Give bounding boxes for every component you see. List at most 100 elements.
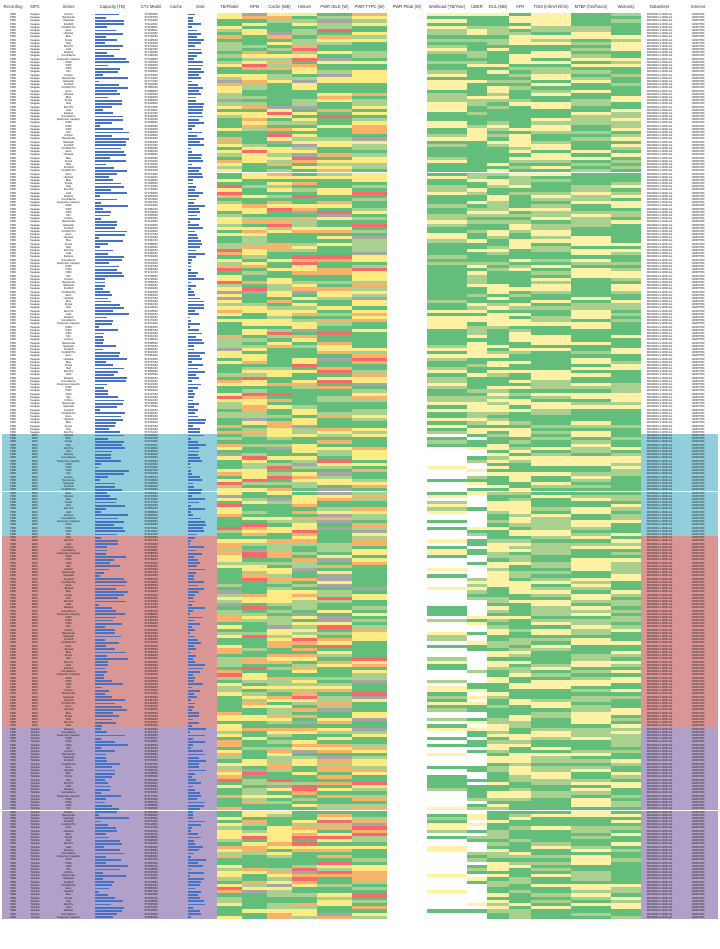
column-header: Workload (TB/Year) [427, 2, 467, 12]
column-header: Cache (MB) [267, 2, 292, 12]
capacity-bar [95, 355, 119, 357]
capacity-bar [95, 317, 107, 319]
capacity-bar [95, 683, 123, 685]
disk-bar [188, 412, 195, 414]
disk-bar [188, 396, 194, 398]
capacity-bar [95, 272, 122, 274]
capacity-bar [95, 259, 122, 261]
capacity-bar [95, 323, 112, 325]
disk-bar [188, 463, 190, 465]
column-header: Helium [292, 2, 317, 12]
disk-bar [188, 419, 206, 421]
capacity-bar [95, 387, 104, 389]
disk-bar [188, 20, 193, 22]
capacity-bar [95, 425, 115, 427]
disk-bar [188, 425, 193, 427]
capacity-bar [95, 310, 113, 312]
column-header: CT2 Model [134, 2, 168, 12]
capacity-bar [95, 205, 128, 207]
disk-bar [188, 591, 199, 593]
disk-bar [188, 310, 195, 312]
capacity-bar [95, 106, 112, 108]
disk-bar [188, 435, 204, 437]
disk-bar [188, 422, 205, 424]
capacity-bar [95, 671, 107, 673]
disk-bar [188, 521, 205, 523]
capacity-bar [95, 428, 109, 430]
disk-bar [188, 157, 201, 159]
disk-bar [188, 294, 195, 296]
capacity-bar [95, 307, 124, 309]
capacity-bar [95, 467, 99, 469]
capacity-bar [95, 77, 128, 79]
disk-bar [188, 502, 199, 504]
capacity-bar [95, 65, 108, 67]
capacity-bar [95, 20, 124, 22]
disk-bar [188, 505, 191, 507]
column-header: PWR PEak (W) [387, 2, 427, 12]
capacity-bar [95, 518, 118, 520]
disk-bar [188, 106, 203, 108]
disk-bar [188, 93, 201, 95]
disk-bar [188, 266, 191, 268]
capacity-bar [95, 604, 99, 606]
disk-bar [188, 585, 198, 587]
disk-bar [188, 39, 204, 41]
capacity-bar [95, 202, 101, 204]
capacity-bar [95, 431, 120, 433]
capacity-bar [95, 100, 122, 102]
disk-bar [188, 668, 203, 670]
capacity-bar [95, 655, 107, 657]
disk-bar [188, 84, 198, 86]
capacity-bar [95, 530, 125, 532]
capacity-bar [95, 473, 124, 475]
disk-bar [188, 81, 192, 83]
disk-bar [188, 109, 203, 111]
disk-bar [188, 447, 199, 449]
disk-bar [188, 537, 195, 539]
capacity-bar [95, 269, 117, 271]
disk-bar [188, 403, 199, 405]
capacity-bar [95, 125, 100, 127]
capacity-bar [95, 26, 107, 28]
disk-bar [188, 144, 204, 146]
disk-bar [188, 597, 193, 599]
disk-bar [188, 658, 193, 660]
disk-bar [188, 74, 199, 76]
disk-bar [188, 355, 200, 357]
disk-bar [188, 387, 198, 389]
disk-bar [188, 559, 198, 561]
capacity-bar [95, 502, 116, 504]
capacity-bar [95, 240, 123, 242]
capacity-bar [95, 208, 103, 210]
disk-bar [188, 231, 195, 233]
capacity-bar [95, 438, 108, 440]
disk-bar [188, 562, 200, 564]
capacity-bar [95, 231, 127, 233]
capacity-bar [95, 601, 126, 603]
disk-bar [188, 451, 199, 453]
capacity-bar [95, 336, 103, 338]
capacity-bar [95, 313, 129, 315]
capacity-bar [95, 93, 120, 95]
disk-bar [188, 444, 206, 446]
capacity-bar [95, 36, 106, 38]
capacity-bar [95, 128, 123, 130]
capacity-bar [95, 550, 107, 552]
capacity-bar [95, 61, 129, 63]
disk-bar [188, 61, 203, 63]
capacity-bar [95, 441, 124, 443]
capacity-bar [95, 668, 105, 670]
column-header: AFR [509, 2, 531, 12]
capacity-bar [95, 141, 126, 143]
capacity-bar [95, 278, 105, 280]
disk-bar [188, 578, 194, 580]
disk-bar [188, 342, 204, 344]
column-header: Cache [168, 2, 184, 12]
capacity-bar [95, 419, 123, 421]
disk-bar [188, 361, 192, 363]
disk-bar [188, 275, 196, 277]
disk-bar [188, 58, 194, 60]
column-header: PWR TYPC (W) [352, 2, 387, 12]
